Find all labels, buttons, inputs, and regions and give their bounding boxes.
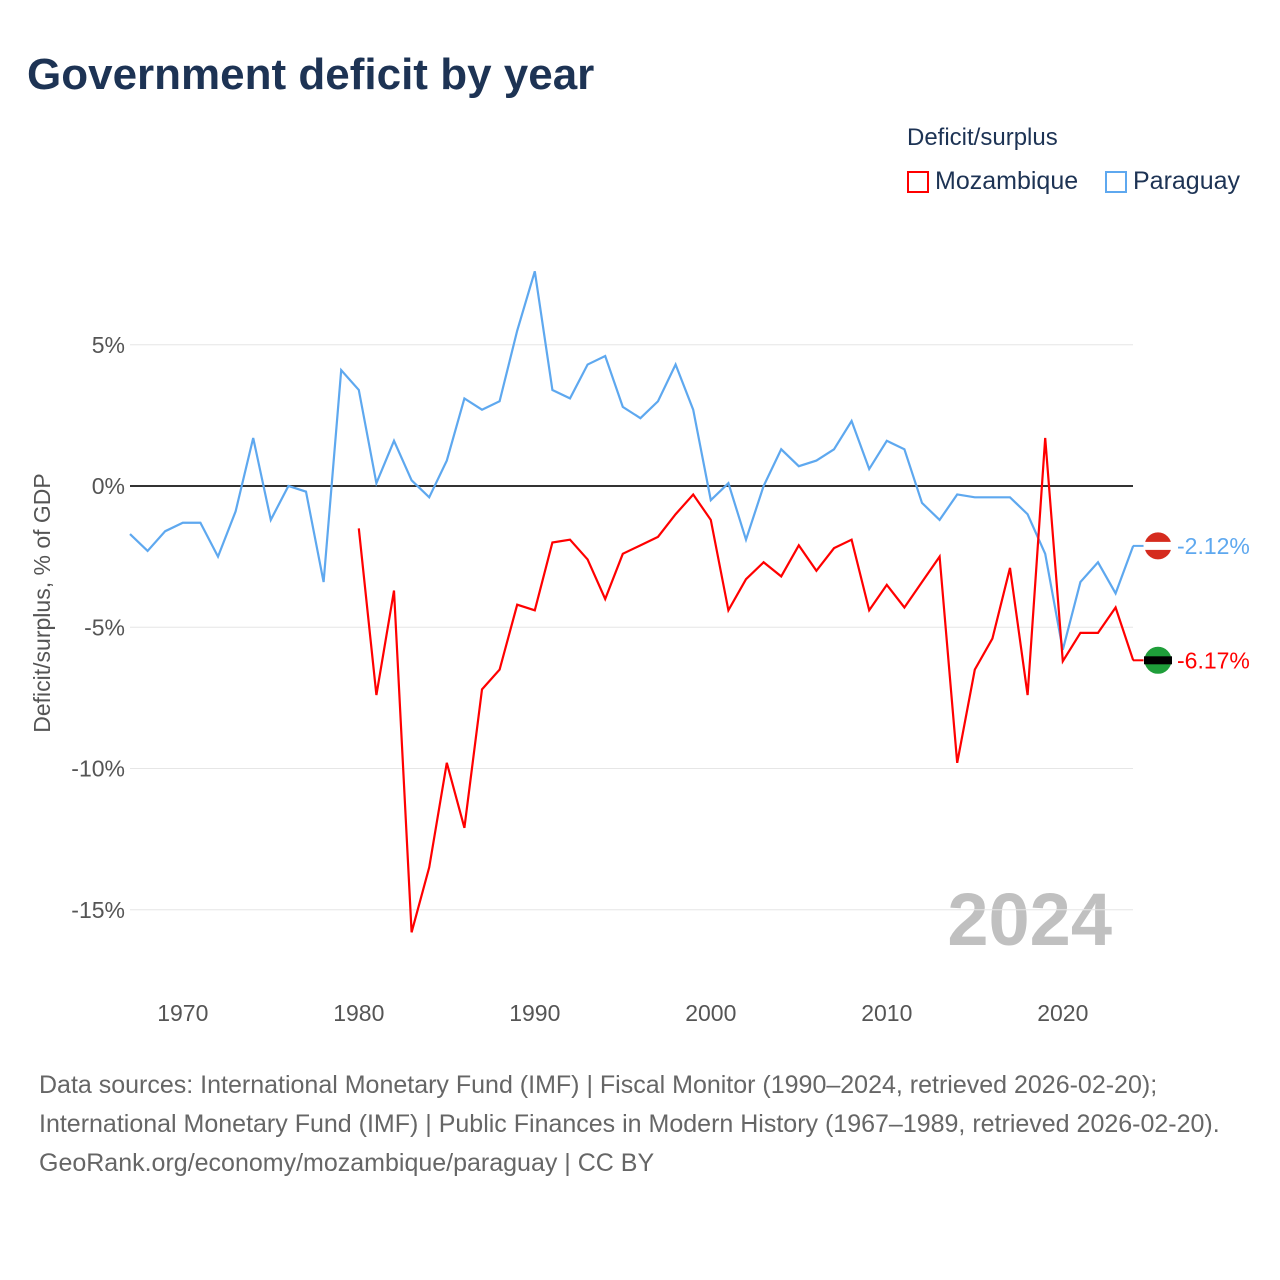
legend-title: Deficit/surplus	[907, 124, 1058, 151]
end-value-label: -2.12%	[1177, 533, 1250, 559]
y-tick-label: -15%	[71, 897, 125, 923]
source-text: Data sources: International Monetary Fun…	[39, 1071, 1220, 1138]
y-axis-label: Deficit/surplus, % of GDP	[29, 473, 55, 732]
legend-item-paraguay[interactable]: Paraguay	[1105, 167, 1240, 196]
source-credit[interactable]: GeoRank.org/economy/mozambique/paraguay …	[39, 1149, 655, 1177]
end-value-label: -6.17%	[1177, 647, 1250, 673]
flag-stripe	[1144, 656, 1172, 665]
legend-item-mozambique[interactable]: Mozambique	[907, 167, 1078, 196]
y-tick-label: -5%	[84, 614, 125, 640]
x-tick-label: 2020	[1037, 1000, 1088, 1026]
source-note: Data sources: International Monetary Fun…	[39, 1066, 1239, 1183]
y-tick-label: -10%	[71, 756, 125, 782]
x-tick-label: 2010	[861, 1000, 912, 1026]
flag-stripe	[1144, 541, 1172, 550]
y-tick-label: 5%	[92, 332, 125, 358]
series-line-mozambique[interactable]	[357, 437, 1135, 933]
y-tick-label: 0%	[92, 473, 125, 499]
legend-label: Mozambique	[935, 167, 1079, 195]
x-tick-label: 1970	[157, 1000, 208, 1026]
x-tick-label: 1990	[509, 1000, 560, 1026]
x-tick-label: 2000	[685, 1000, 736, 1026]
plot-area: 2024 Deficit/surplus, % of GDP 5% 0% -5% -1…	[29, 270, 1250, 1026]
chart-title: Government deficit by year	[27, 50, 595, 99]
series-line-paraguay[interactable]	[129, 270, 1135, 651]
legend-label: Paraguay	[1133, 167, 1241, 195]
legend-swatch	[1105, 170, 1127, 193]
year-watermark: 2024	[947, 878, 1112, 961]
x-tick-label: 1980	[333, 1000, 384, 1026]
legend-swatch	[907, 170, 929, 193]
